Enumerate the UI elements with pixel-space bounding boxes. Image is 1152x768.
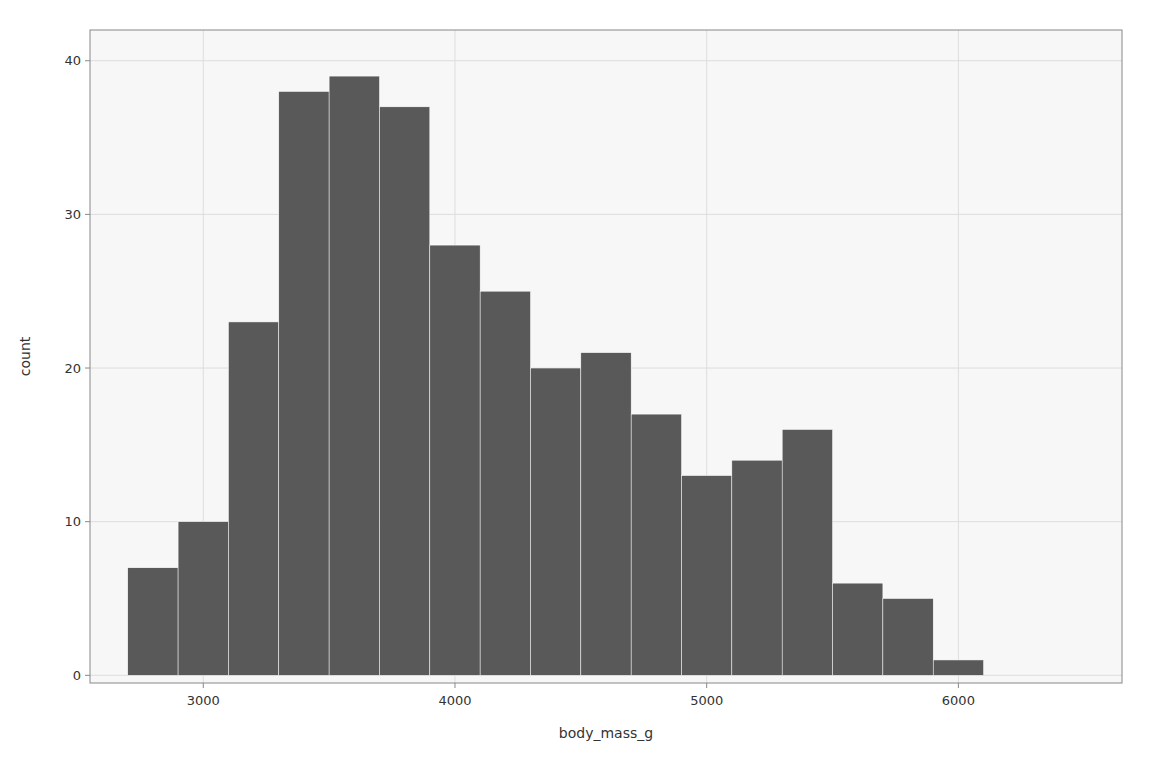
- histogram-bar: [833, 583, 883, 675]
- page: {"chart_data": {"type": "histogram", "bi…: [0, 0, 1152, 768]
- y-tick-label: 30: [64, 207, 81, 222]
- y-tick-label: 20: [64, 361, 81, 376]
- y-tick: [85, 368, 90, 369]
- y-tick-label: 0: [73, 668, 81, 683]
- y-tick: [85, 675, 90, 676]
- histogram-bar: [430, 245, 480, 675]
- plot-background: [90, 30, 1122, 683]
- axes: 3000 4000 5000 6000 0 10 20 30 40: [64, 53, 974, 708]
- chart-container: 3000 4000 5000 6000 0 10 20 30 40 body_mass_g coun…: [0, 0, 1152, 768]
- y-grid-line: [90, 214, 1122, 215]
- y-axis-label: count: [17, 336, 33, 376]
- x-tick-label: 5000: [690, 693, 723, 708]
- histogram-bar: [883, 598, 933, 675]
- x-tick: [706, 683, 707, 688]
- histogram-bar: [631, 414, 681, 675]
- x-tick: [454, 683, 455, 688]
- y-tick: [85, 60, 90, 61]
- x-tick-label: 3000: [187, 693, 220, 708]
- histogram-bar: [128, 568, 178, 676]
- histogram-bar: [480, 291, 530, 675]
- y-tick: [85, 214, 90, 215]
- x-tick-label: 6000: [942, 693, 975, 708]
- histogram-bar: [782, 429, 832, 675]
- grid: [90, 30, 1122, 683]
- chart-svg: 3000 4000 5000 6000 0 10 20 30 40 body_mass_g coun…: [0, 0, 1152, 768]
- histogram-bar: [228, 322, 278, 675]
- y-tick-label: 10: [64, 514, 81, 529]
- histogram-bar: [530, 368, 580, 675]
- x-grid-line: [958, 30, 959, 683]
- bars: [128, 76, 984, 675]
- x-tick: [958, 683, 959, 688]
- histogram-bar: [732, 460, 782, 675]
- y-tick: [85, 521, 90, 522]
- y-tick-label: 40: [64, 53, 81, 68]
- histogram-bar: [279, 91, 329, 675]
- histogram-bar: [178, 522, 228, 676]
- plot-frame: [90, 30, 1122, 683]
- histogram-bar: [329, 76, 379, 675]
- histogram-bar: [581, 353, 631, 676]
- histogram-bar: [379, 107, 429, 675]
- x-tick: [203, 683, 204, 688]
- y-grid-line: [90, 60, 1122, 61]
- histogram-bar: [682, 476, 732, 676]
- histogram-bar: [933, 660, 983, 675]
- x-axis-label: body_mass_g: [559, 725, 653, 741]
- x-tick-label: 4000: [438, 693, 471, 708]
